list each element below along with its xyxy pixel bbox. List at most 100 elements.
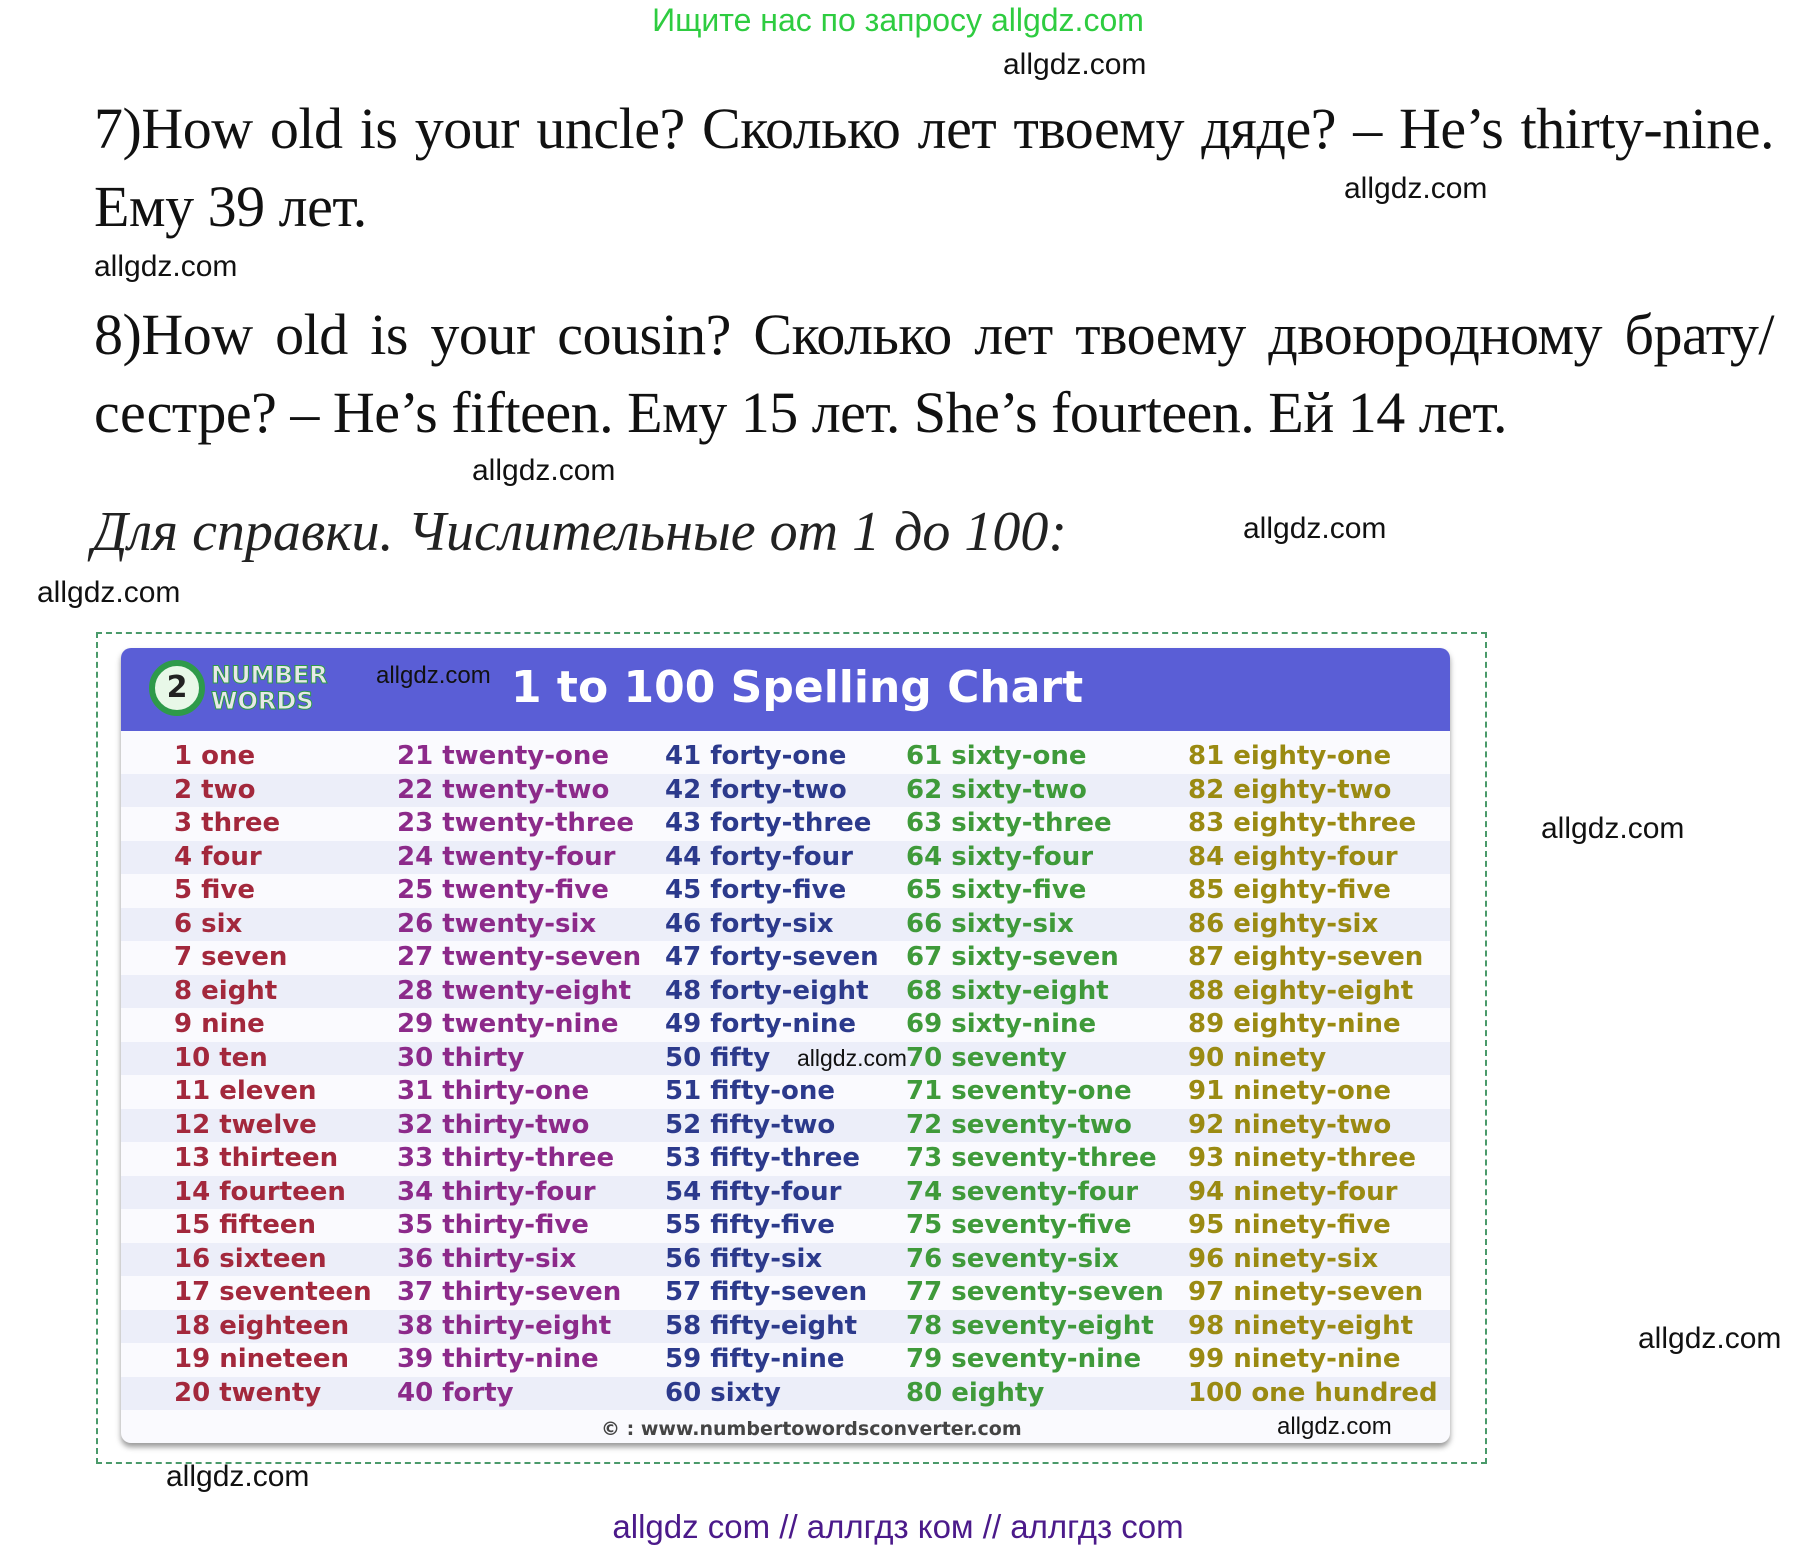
number-word: 59 fifty-nine: [665, 1344, 845, 1374]
number-word: 74 seventy-four: [906, 1176, 1139, 1207]
watermark: allgdz.com: [797, 1045, 907, 1071]
number-word: 55 fifty-five: [665, 1210, 835, 1240]
number-word: 11 eleven: [174, 1076, 317, 1106]
number-word: 98 ninety-eight: [1188, 1310, 1414, 1341]
chart-row: 18 eighteen 38 thirty-eight 58 fifty-eight…: [121, 1309, 1450, 1343]
spelling-chart: 1 one 21 twenty-one 41 forty-one 61 sixty-o…: [121, 648, 1450, 1443]
number-word: 66 sixty-six: [906, 908, 1074, 939]
number-word: 72 seventy-two: [906, 1109, 1132, 1140]
number-word: 42 forty-two: [665, 774, 847, 805]
number-word: 21 twenty-one: [397, 741, 609, 771]
number-word: 44 forty-four: [665, 841, 853, 872]
number-word: 88 eighty-eight: [1188, 975, 1414, 1006]
number-word: 43 forty-three: [665, 808, 872, 838]
watermark: allgdz.com: [1344, 172, 1488, 205]
logo-text: NUMBER WORDS: [211, 661, 329, 715]
number-word: 35 thirty-five: [397, 1210, 589, 1240]
number-word: 71 seventy-one: [906, 1076, 1132, 1106]
number-word: 75 seventy-five: [906, 1210, 1132, 1240]
number-word: 3 three: [174, 808, 281, 838]
search-banner: Ищите нас по запросу allgdz.com: [652, 2, 1144, 38]
chart-frame: [96, 632, 1487, 1464]
watermark: allgdz.com: [1277, 1413, 1392, 1440]
number-word: 25 twenty-five: [397, 875, 609, 905]
chart-row: 20 twenty 40 forty 60 sixty 80 eighty 100 on…: [121, 1376, 1450, 1410]
number-word: 84 eighty-four: [1188, 841, 1398, 872]
watermark: allgdz.com: [166, 1460, 310, 1493]
number-word: 60 sixty: [665, 1377, 781, 1408]
number-word: 31 thirty-one: [397, 1076, 590, 1106]
number-word: 26 twenty-six: [397, 908, 597, 939]
number-word: 28 twenty-eight: [397, 975, 632, 1006]
chart-row: 5 five 25 twenty-five 45 forty-five 65 sixt…: [121, 874, 1450, 908]
chart-row: 15 fifteen 35 thirty-five 55 fifty-five 75 …: [121, 1209, 1450, 1243]
number-word: 8 eight: [174, 975, 278, 1006]
number-word: 57 fifty-seven: [665, 1277, 868, 1307]
answer-8: 8)How old is your cousin? Сколько лет тв…: [94, 302, 1775, 445]
chart-row: 7 seven 27 twenty-seven 47 forty-seven 67 s…: [121, 941, 1450, 975]
chart-row: 10 ten 30 thirty 50 fifty 70 seventy 90 nine…: [121, 1041, 1450, 1075]
number-word: 92 ninety-two: [1188, 1109, 1392, 1140]
number-word: 24 twenty-four: [397, 841, 616, 872]
watermark: allgdz.com: [1541, 812, 1685, 845]
number-word: 70 seventy: [906, 1042, 1067, 1073]
chart-row: 6 six 26 twenty-six 46 forty-six 66 sixty-s…: [121, 907, 1450, 941]
number-word: 85 eighty-five: [1188, 875, 1391, 905]
number-word: 19 nineteen: [174, 1344, 350, 1374]
number-word: 47 forty-seven: [665, 942, 879, 972]
chart-row: 4 four 24 twenty-four 44 forty-four 64 sixt…: [121, 840, 1450, 874]
number-word: 77 seventy-seven: [906, 1277, 1164, 1307]
number-word: 41 forty-one: [665, 741, 847, 771]
number-word: 96 ninety-six: [1188, 1243, 1379, 1274]
number-word: 32 thirty-two: [397, 1109, 590, 1140]
number-word: 15 fifteen: [174, 1210, 317, 1240]
number-word: 56 fifty-six: [665, 1243, 823, 1274]
answer-7: 7)How old is your uncle? Сколько лет тво…: [94, 96, 1775, 239]
chart-row: 19 nineteen 39 thirty-nine 59 fifty-nine 79…: [121, 1343, 1450, 1377]
number-word: 73 seventy-three: [906, 1143, 1157, 1173]
number-word: 67 sixty-seven: [906, 942, 1119, 972]
watermark: allgdz.com: [94, 250, 238, 283]
number-word: 80 eighty: [906, 1377, 1045, 1408]
number-word: 23 twenty-three: [397, 808, 635, 838]
number-word: 48 forty-eight: [665, 975, 869, 1006]
number-word: 53 fifty-three: [665, 1143, 861, 1173]
number-word: 4 four: [174, 841, 262, 872]
number-word: 50 fifty: [665, 1042, 771, 1073]
number-words-logo: 2: [149, 660, 205, 716]
number-word: 30 thirty: [397, 1042, 525, 1073]
number-word: 99 ninety-nine: [1188, 1344, 1401, 1374]
number-word: 5 five: [174, 875, 255, 905]
chart-row: 9 nine 29 twenty-nine 49 forty-nine 69 sixt…: [121, 1008, 1450, 1042]
watermark: allgdz.com: [37, 576, 181, 609]
chart-footer: © : www.numbertowordsconverter.com: [601, 1418, 1022, 1440]
logo-line1: NUMBER: [211, 661, 329, 689]
number-word: 12 twelve: [174, 1109, 317, 1140]
number-word: 86 eighty-six: [1188, 908, 1379, 939]
number-word: 82 eighty-two: [1188, 774, 1392, 805]
number-word: 64 sixty-four: [906, 841, 1094, 872]
number-word: 36 thirty-six: [397, 1243, 577, 1274]
number-word: 52 fifty-two: [665, 1109, 836, 1140]
number-word: 87 eighty-seven: [1188, 942, 1424, 972]
number-word: 20 twenty: [174, 1377, 322, 1408]
number-word: 1 one: [174, 741, 256, 771]
number-word: 40 forty: [397, 1377, 514, 1408]
chart-row: 14 fourteen 34 thirty-four 54 fifty-four 74…: [121, 1175, 1450, 1209]
watermark: allgdz.com: [376, 662, 491, 689]
chart-row: 17 seventeen 37 thirty-seven 57 fifty-seve…: [121, 1276, 1450, 1310]
number-word: 65 sixty-five: [906, 875, 1087, 905]
number-word: 61 sixty-one: [906, 741, 1087, 771]
chart-row: 8 eight 28 twenty-eight 48 forty-eight 68 s…: [121, 974, 1450, 1008]
chart-row: 11 eleven 31 thirty-one 51 fifty-one 71 sev…: [121, 1075, 1450, 1109]
watermark: allgdz.com: [1638, 1322, 1782, 1355]
number-word: 95 ninety-five: [1188, 1210, 1391, 1240]
number-word: 100 one hundred: [1188, 1377, 1438, 1408]
watermark: allgdz.com: [1243, 512, 1387, 545]
number-word: 78 seventy-eight: [906, 1310, 1154, 1341]
chart-header: 2 NUMBER WORDS allgdz.com 1 to 100 Spelli…: [121, 648, 1450, 731]
number-word: 58 fifty-eight: [665, 1310, 858, 1341]
number-word: 18 eighteen: [174, 1310, 350, 1341]
number-word: 34 thirty-four: [397, 1176, 596, 1207]
